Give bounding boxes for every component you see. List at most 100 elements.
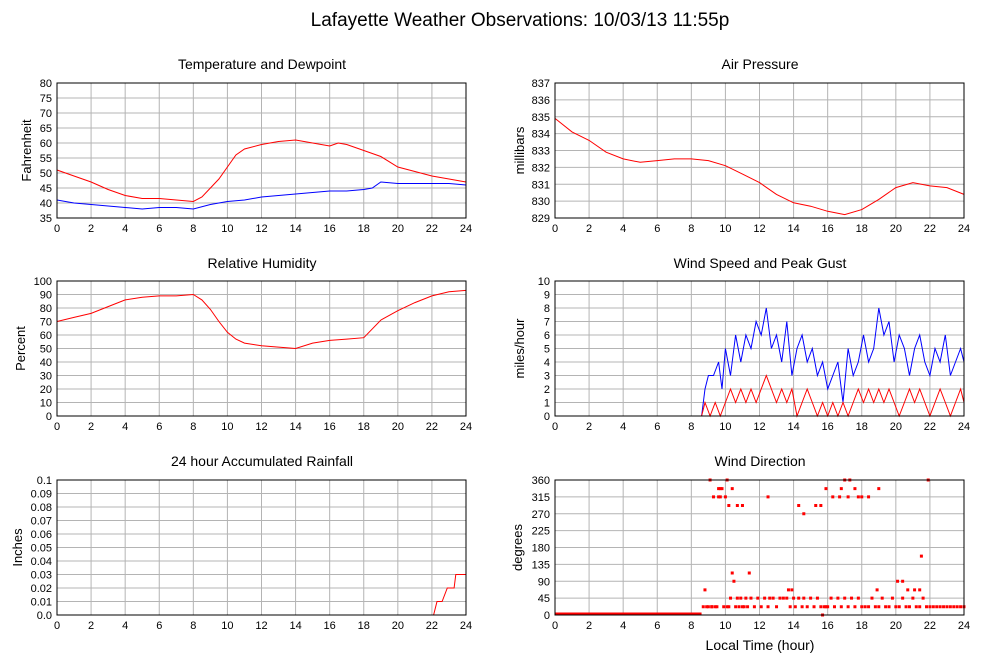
data-point xyxy=(711,495,715,499)
charts-group: 0 2 4 6 8 10 12 14 16 18 20 22 243540455055606570758… xyxy=(10,56,970,632)
y-tick-label: 5 xyxy=(544,344,550,356)
x-tick-label: 20 xyxy=(392,223,404,235)
chart-humidity: 0 2 4 6 8 10 12 14 16 18 20 22 240102030405060708090… xyxy=(13,255,472,433)
y-tick-label: 65 xyxy=(40,123,52,135)
data-point xyxy=(839,605,843,609)
data-point xyxy=(720,487,724,491)
y-tick-label: 70 xyxy=(40,108,52,120)
y-tick-label: 35 xyxy=(40,213,52,225)
y-tick-label: 30 xyxy=(40,371,52,383)
plot-frame xyxy=(554,479,965,616)
data-point xyxy=(826,605,830,609)
data-point xyxy=(815,596,819,600)
y-tick-label: 360 xyxy=(532,475,550,487)
data-point xyxy=(901,579,905,583)
x-tick-label: 6 xyxy=(654,421,660,433)
x-tick-label: 8 xyxy=(190,620,196,632)
data-point xyxy=(746,605,750,609)
data-point xyxy=(945,605,949,609)
y-tick-label: 6 xyxy=(544,330,550,342)
data-point xyxy=(756,596,760,600)
data-point xyxy=(928,605,932,609)
x-tick-label: 24 xyxy=(958,421,970,433)
x-tick-label: 22 xyxy=(426,620,438,632)
y-tick-label: 315 xyxy=(532,492,550,504)
data-point xyxy=(717,487,721,491)
x-tick-label: 16 xyxy=(324,421,336,433)
y-tick-label: 1 xyxy=(544,398,550,410)
x-tick-label: 18 xyxy=(358,421,370,433)
x-tick-label: 0 xyxy=(552,421,558,433)
x-tick-label: 2 xyxy=(88,223,94,235)
y-tick-label: 831 xyxy=(532,179,550,191)
data-point xyxy=(942,605,946,609)
data-point xyxy=(705,605,709,609)
data-point xyxy=(955,605,959,609)
x-tick-label: 20 xyxy=(890,223,902,235)
data-point xyxy=(832,605,836,609)
y-tick-label: 135 xyxy=(532,559,550,571)
x-tick-label: 24 xyxy=(460,223,472,235)
data-point xyxy=(838,495,842,499)
data-point xyxy=(809,596,813,600)
x-tick-label: 8 xyxy=(688,620,694,632)
data-point xyxy=(778,596,782,600)
data-point xyxy=(740,605,744,609)
series-line-2 xyxy=(555,374,965,418)
data-point xyxy=(729,596,733,600)
plot-frame xyxy=(554,280,965,417)
x-tick-label: 20 xyxy=(890,620,902,632)
x-tick-label: 20 xyxy=(392,620,404,632)
x-tick-label: 22 xyxy=(924,620,936,632)
data-point xyxy=(850,596,854,600)
x-tick-label: 16 xyxy=(324,620,336,632)
data-point xyxy=(911,596,915,600)
x-tick-label: 16 xyxy=(822,421,834,433)
y-tick-label: 45 xyxy=(538,593,550,605)
data-point xyxy=(786,588,790,592)
series-line-1 xyxy=(57,574,466,616)
x-tick-label: 14 xyxy=(289,421,301,433)
x-tick-label: 24 xyxy=(460,620,472,632)
y-tick-label: 10 xyxy=(40,398,52,410)
y-tick-label: 0.01 xyxy=(31,597,52,609)
y-tick-label: 0.03 xyxy=(31,570,52,582)
data-point xyxy=(788,605,792,609)
y-tick-label: 0 xyxy=(544,411,550,423)
y-tick-label: 0.08 xyxy=(31,502,52,514)
chart-title: Wind Direction xyxy=(714,453,805,469)
plot-frame xyxy=(554,82,965,219)
y-axis-label: Percent xyxy=(13,326,28,371)
data-point xyxy=(884,605,888,609)
data-point xyxy=(913,588,917,592)
data-point xyxy=(890,596,894,600)
y-tick-label: 2 xyxy=(544,384,550,396)
data-point xyxy=(710,605,714,609)
data-point xyxy=(802,512,806,516)
data-point xyxy=(846,495,850,499)
data-point xyxy=(860,495,864,499)
y-tick-label: 4 xyxy=(544,357,550,369)
data-point xyxy=(906,588,910,592)
data-point xyxy=(768,596,772,600)
series-line-1 xyxy=(555,307,965,417)
data-point xyxy=(718,487,722,491)
y-tick-label: 55 xyxy=(40,153,52,165)
y-tick-label: 90 xyxy=(538,576,550,588)
x-tick-label: 4 xyxy=(620,421,626,433)
x-tick-label: 18 xyxy=(856,421,868,433)
chart-title: Air Pressure xyxy=(721,56,798,72)
data-point xyxy=(759,605,763,609)
x-tick-label: 22 xyxy=(924,223,936,235)
page-title: Lafayette Weather Observations: 10/03/13… xyxy=(311,10,730,31)
y-axis-label: degrees xyxy=(510,524,525,571)
y-tick-label: 833 xyxy=(532,146,550,158)
data-point xyxy=(839,487,843,491)
y-tick-label: 80 xyxy=(40,303,52,315)
y-tick-label: 7 xyxy=(544,317,550,329)
chart-title: Temperature and Dewpoint xyxy=(178,56,346,72)
data-point xyxy=(952,605,956,609)
x-tick-label: 6 xyxy=(654,223,660,235)
y-tick-label: 8 xyxy=(544,303,550,315)
y-tick-label: 0.0 xyxy=(37,610,52,622)
